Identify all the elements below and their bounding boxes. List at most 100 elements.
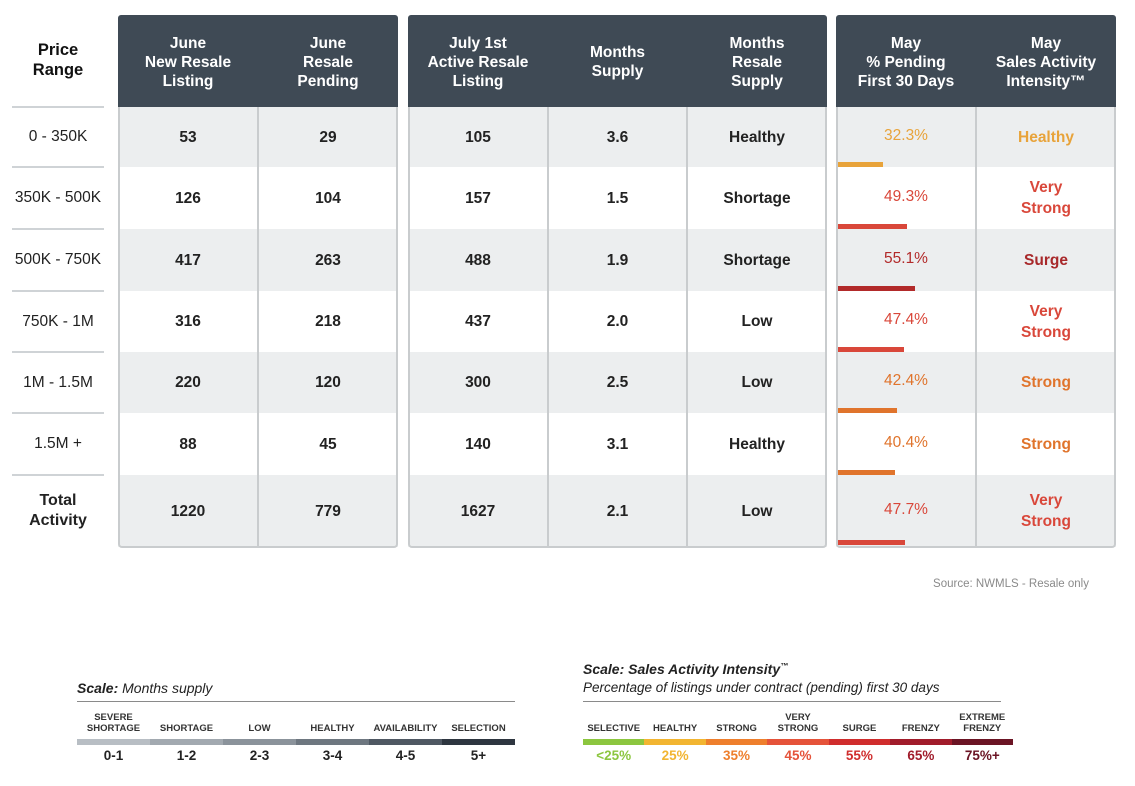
months-scale-label: LOW (248, 723, 271, 734)
header-active-listing: July 1st Active Resale Listing (427, 34, 529, 90)
intensity-scale-label: STRONG (716, 723, 757, 734)
months-scale-title: Scale: Months supply (77, 680, 212, 696)
cell-resale-supply: Low (741, 374, 773, 391)
months-scale-label: SHORTAGE (159, 723, 214, 734)
column-separator-2 (686, 107, 688, 548)
price-range-separator-2 (12, 228, 104, 230)
header-block-supply (408, 15, 827, 107)
price-range-label: 750K - 1M (22, 312, 94, 330)
months-scale-segment (150, 739, 223, 745)
cell-resale-supply: Low (741, 313, 773, 330)
intensity-scale-segment (767, 739, 829, 745)
header-intensity: May Sales Activity Intensity™ (995, 34, 1097, 90)
cell-resale-supply: Healthy (729, 128, 785, 146)
row-bg-6-1 (408, 475, 827, 547)
months-scale-label: SELECTION (451, 723, 506, 734)
column-separator-0 (257, 107, 259, 548)
cell-pending: 29 (319, 128, 337, 146)
price-range-separator-5 (12, 412, 104, 414)
months-scale-segment (442, 739, 515, 745)
cell-new-listing: 316 (175, 313, 201, 330)
months-scale-value: 5+ (470, 748, 487, 763)
months-scale-value: 3-4 (322, 748, 343, 763)
cell-new-listing: 126 (175, 189, 201, 207)
cell-months-supply: 1.9 (606, 251, 629, 269)
cell-months-supply: 1.5 (606, 189, 629, 207)
header-pct-pending: May % Pending First 30 Days (857, 34, 955, 90)
cell-new-listing: 88 (179, 435, 197, 453)
intensity-scale-value: 35% (723, 748, 751, 763)
column-separator-1 (547, 107, 549, 548)
intensity-scale-segment (583, 739, 645, 745)
intensity-scale-subtitle: Percentage of listings under contract (p… (583, 680, 940, 695)
intensity-scale-tm: ™ (780, 661, 789, 671)
cell-resale-supply: Shortage (723, 189, 791, 207)
header-block-activity (836, 15, 1116, 107)
intensity-scale-value: 65% (907, 748, 935, 763)
intensity-scale-value: 55% (845, 748, 873, 763)
cell-new-listing: 417 (175, 251, 201, 269)
intensity-scale-value: <25% (596, 748, 632, 763)
months-scale-segment (369, 739, 442, 745)
cell-pct-pending: 32.3% (884, 126, 928, 144)
header-resale-supply: Months Resale Supply (729, 34, 785, 90)
months-scale-segment (223, 739, 296, 745)
cell-pct-pending: 47.7% (884, 500, 928, 518)
months-scale-title-bold: Scale: (77, 680, 119, 696)
row-bg-2-1 (408, 229, 827, 291)
cell-resale-supply: Shortage (723, 251, 791, 269)
intensity-scale-segment (644, 739, 706, 745)
cell-months-supply: 2.1 (606, 502, 629, 520)
cell-intensity: Strong (1021, 435, 1071, 453)
cell-active: 437 (465, 313, 491, 330)
cell-pending: 779 (315, 502, 341, 520)
header-months-supply: Months Supply (589, 44, 646, 80)
cell-pending: 218 (315, 313, 341, 330)
intensity-scale-label: SURGE (842, 723, 877, 734)
header-new-listing: June New Resale Listing (144, 34, 232, 90)
months-scale-title-rest: Months supply (118, 680, 213, 696)
pct-pending-bar (838, 347, 904, 352)
price-range-header: Price Range (32, 41, 84, 79)
price-range-separator-6 (12, 474, 104, 476)
row-bg-5-1 (408, 413, 827, 475)
price-range-separator-1 (12, 166, 104, 168)
cell-pct-pending: 49.3% (884, 187, 928, 205)
cell-new-listing: 1220 (170, 502, 206, 520)
price-range-separator-4 (12, 351, 104, 353)
intensity-scale-title: Scale: Sales Activity Intensity™ (583, 661, 788, 677)
intensity-scale-segment (890, 739, 952, 745)
price-range-label: 350K - 500K (14, 189, 102, 206)
cell-pct-pending: 55.1% (884, 249, 928, 267)
column-separator-3 (975, 107, 977, 548)
months-scale-rule (77, 701, 515, 702)
table-block-border-1 (408, 107, 827, 548)
cell-new-listing: 220 (175, 374, 201, 391)
cell-intensity: Strong (1021, 374, 1071, 391)
intensity-scale-label: FRENZY (901, 723, 940, 734)
header-block-listings (118, 15, 398, 107)
months-scale-segment (77, 739, 150, 745)
intensity-scale-label: EXTREME FRENZY (959, 712, 1006, 734)
pct-pending-bar (838, 162, 883, 167)
months-scale-value: 1-2 (176, 748, 197, 763)
price-range-separator-0 (12, 106, 104, 108)
intensity-scale-label: SELECTIVE (587, 723, 641, 734)
pct-pending-bar (838, 224, 907, 229)
cell-pending: 104 (315, 189, 341, 207)
intensity-scale-title-text: Scale: Sales Activity Intensity (583, 661, 781, 677)
cell-resale-supply: Healthy (729, 435, 785, 453)
row-bg-1-1 (408, 167, 827, 229)
months-scale-value: 4-5 (395, 748, 416, 763)
pct-pending-bar (838, 470, 895, 475)
cell-intensity: Healthy (1018, 128, 1074, 146)
source-note: Source: NWMLS - Resale only (933, 578, 1089, 590)
cell-pending: 263 (315, 251, 341, 269)
cell-months-supply: 3.1 (606, 435, 629, 453)
cell-intensity: Surge (1024, 251, 1068, 269)
cell-pending: 120 (315, 374, 341, 391)
price-range-label: Total Activity (29, 492, 87, 529)
pct-pending-bar (838, 286, 915, 291)
price-range-label: 1M - 1.5M (23, 373, 93, 391)
intensity-scale-value: 25% (661, 748, 689, 763)
